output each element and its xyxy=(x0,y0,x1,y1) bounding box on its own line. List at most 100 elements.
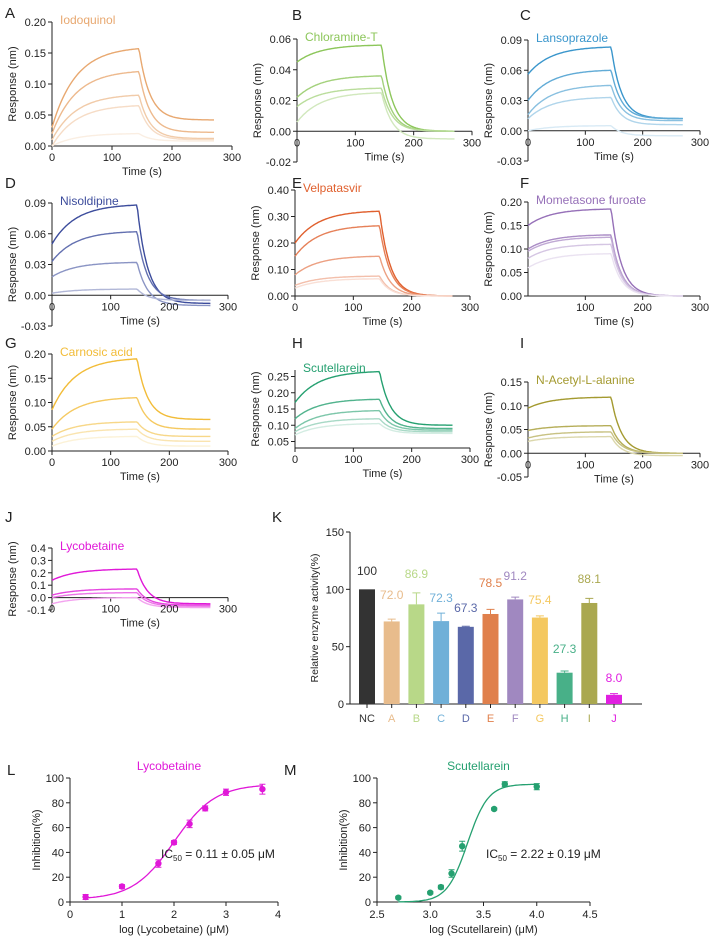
y-tick-label: 0.25 xyxy=(268,372,289,384)
bar-H xyxy=(556,672,573,704)
panel-C xyxy=(524,39,701,162)
y-tick-label: 0.2 xyxy=(31,568,46,580)
error-bar xyxy=(511,596,520,600)
y-tick-label: 0.10 xyxy=(501,401,522,413)
y-tick-label: 40 xyxy=(52,847,64,859)
data-point xyxy=(155,860,162,867)
error-bar xyxy=(461,625,470,627)
x-tick-label: 0 xyxy=(525,137,531,149)
series-line-1 xyxy=(294,398,453,430)
y-tick-label: 0.05 xyxy=(25,422,46,434)
y-tick-label: 20 xyxy=(359,872,371,884)
category-label: D xyxy=(462,713,470,725)
data-point xyxy=(395,894,402,901)
y-tick-label: 0.00 xyxy=(501,291,522,303)
y-axis-label: Response (nm) xyxy=(7,365,19,440)
category-label: F xyxy=(512,713,519,725)
x-tick-label: 300 xyxy=(463,137,481,149)
series-line-4 xyxy=(51,132,214,147)
value-label: 91.2 xyxy=(504,569,528,583)
category-label: E xyxy=(487,713,494,725)
x-tick-label: 3 xyxy=(223,909,229,921)
error-bar xyxy=(486,608,495,614)
y-axis-label: Response (nm) xyxy=(252,63,264,138)
error-bar xyxy=(535,615,544,618)
data-point xyxy=(170,839,178,846)
y-axis-label: Response (nm) xyxy=(250,371,262,446)
y-tick-label: 0.00 xyxy=(25,290,46,302)
panel-A xyxy=(48,21,233,150)
value-label: 72.0 xyxy=(380,588,404,602)
series-line-1 xyxy=(527,425,683,454)
x-tick-label: 0 xyxy=(49,604,55,616)
y-tick-label: 0.15 xyxy=(25,48,46,60)
y-tick-label: 0.06 xyxy=(501,65,522,77)
panel-letter: M xyxy=(284,762,297,779)
data-point xyxy=(82,893,89,901)
panel-letter: C xyxy=(520,7,531,24)
x-tick-label: 0 xyxy=(525,459,531,471)
y-axis-label: Response (nm) xyxy=(483,63,495,138)
x-tick-label: 200 xyxy=(163,152,181,164)
data-point xyxy=(448,870,455,877)
y-tick-label: 0 xyxy=(338,699,344,711)
series-line-4 xyxy=(294,278,453,297)
panel-H xyxy=(291,370,471,452)
panel-L: IC50 = 0.11 ± 0.05 μM xyxy=(66,777,279,906)
y-tick-label: 0.09 xyxy=(25,198,46,210)
category-label: H xyxy=(561,713,569,725)
series-line-3 xyxy=(51,104,214,147)
y-tick-label: 0.00 xyxy=(501,126,522,138)
bar-A xyxy=(383,621,400,704)
x-tick-label: 100 xyxy=(576,459,594,471)
category-label: NC xyxy=(359,713,375,725)
x-tick-label: 100 xyxy=(576,137,594,149)
panel-letter: A xyxy=(5,5,15,22)
bar-D xyxy=(457,626,474,704)
chart-title: Lycobetaine xyxy=(137,759,202,773)
y-tick-label: 0.20 xyxy=(268,238,289,250)
data-point xyxy=(222,789,230,796)
x-tick-label: 100 xyxy=(576,302,594,314)
bar-J xyxy=(606,694,622,704)
y-tick-label: 0.10 xyxy=(501,244,522,256)
y-tick-label: 100 xyxy=(326,584,344,596)
panel-F xyxy=(524,201,701,300)
fit-curve xyxy=(398,783,537,903)
x-tick-label: 100 xyxy=(346,137,364,149)
y-tick-label: -0.03 xyxy=(21,321,46,333)
x-tick-label: 200 xyxy=(160,457,178,469)
y-tick-label: 0.15 xyxy=(25,373,46,385)
y-axis-label: Response (nm) xyxy=(7,227,19,302)
x-tick-label: 100 xyxy=(101,301,119,313)
value-label: 27.3 xyxy=(553,642,577,656)
y-axis-label: Relative enzyme activity(%) xyxy=(309,554,321,683)
x-tick-label: 3.0 xyxy=(423,909,438,921)
panel-K xyxy=(346,531,642,708)
series-line-0 xyxy=(294,210,453,297)
series-line-0 xyxy=(527,208,683,297)
data-point xyxy=(427,889,434,896)
y-tick-label: 0.05 xyxy=(501,268,522,280)
x-axis-label: Time (s) xyxy=(120,315,160,327)
panel-I xyxy=(524,381,701,478)
y-axis-label: Inhibition(%) xyxy=(338,809,350,870)
panel-letter: I xyxy=(520,335,524,352)
series-line-2 xyxy=(296,87,455,132)
series-line-0 xyxy=(51,568,211,605)
panel-letter: E xyxy=(292,175,302,192)
panel-G xyxy=(48,353,229,455)
series-line-0 xyxy=(51,358,211,421)
series-line-3 xyxy=(527,435,683,457)
series-line-3 xyxy=(527,243,683,297)
x-axis-label: log (Scutellarein) (μM) xyxy=(429,924,537,936)
x-tick-label: 300 xyxy=(461,302,479,314)
bar-C xyxy=(433,621,450,704)
data-point xyxy=(437,883,445,891)
data-point xyxy=(259,785,266,793)
y-tick-label: 0 xyxy=(365,897,371,909)
panel-letter: F xyxy=(520,175,529,192)
ic-subscript: 50 xyxy=(498,854,507,863)
x-tick-label: 200 xyxy=(160,604,178,616)
compound-name: Carnosic acid xyxy=(60,345,133,359)
